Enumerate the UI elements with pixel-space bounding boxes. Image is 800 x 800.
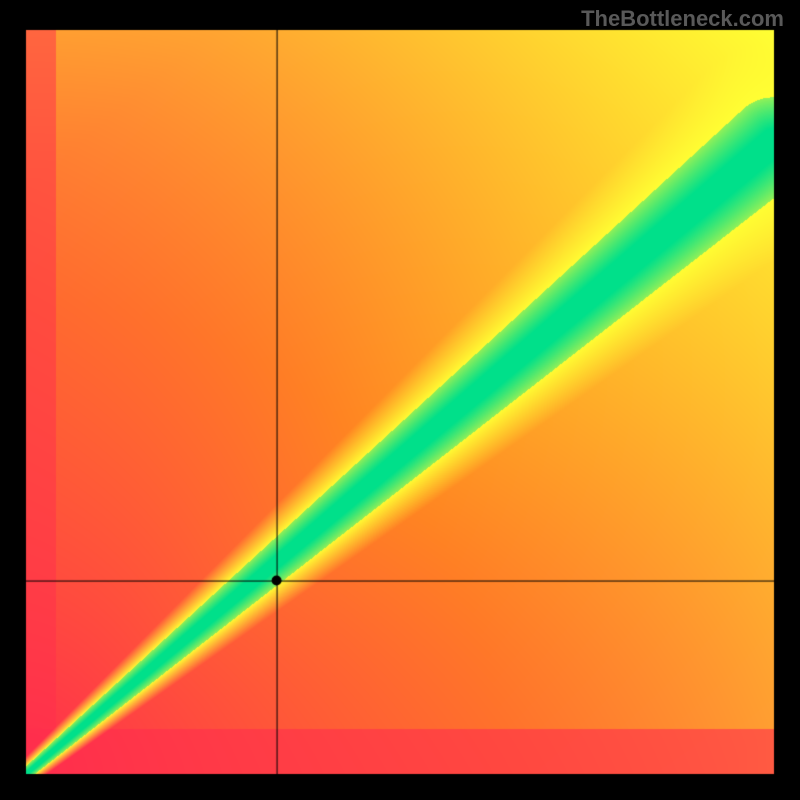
watermark-text: TheBottleneck.com bbox=[581, 6, 784, 32]
bottleneck-heatmap bbox=[0, 0, 800, 800]
